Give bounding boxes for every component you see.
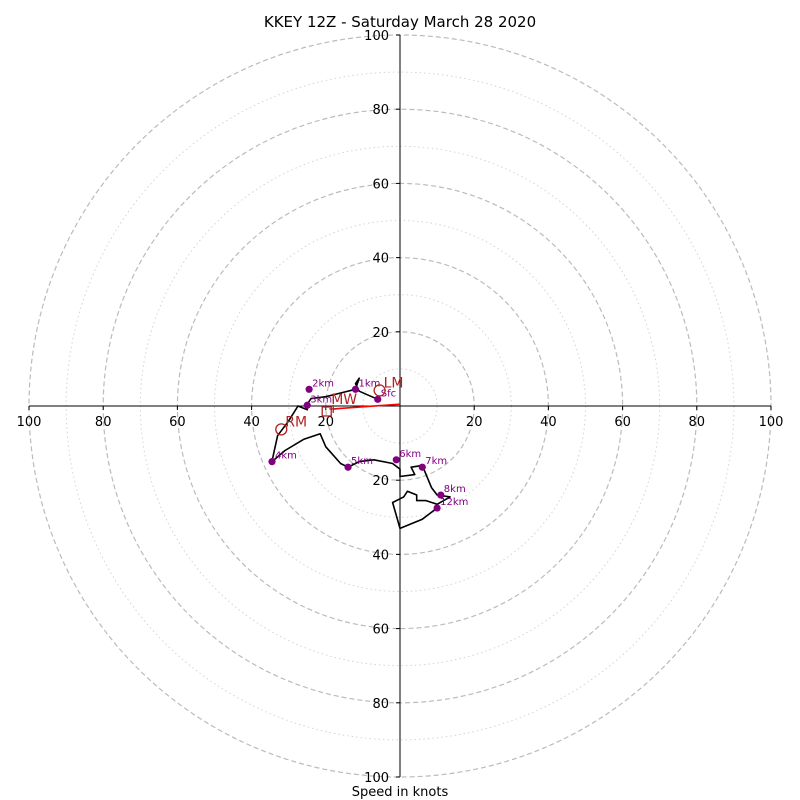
y-tick-label: 100 xyxy=(364,29,389,44)
height-marker-label: 1km xyxy=(358,378,380,389)
x-tick-label: 40 xyxy=(243,415,260,430)
hodograph-trace xyxy=(271,377,451,530)
y-tick-label: 40 xyxy=(372,548,389,563)
storm-motion-layer: RM LM MW xyxy=(275,375,404,436)
height-marker-dot xyxy=(344,463,352,471)
left-mover-label: LM xyxy=(384,375,404,391)
height-marker-dot xyxy=(351,385,360,393)
x-tick-label: 100 xyxy=(17,415,42,430)
mean-wind-label: MW xyxy=(331,392,357,408)
left-mover-marker xyxy=(373,384,386,397)
height-marker-dot xyxy=(374,395,382,403)
height-marker-dot xyxy=(437,491,445,499)
mean-wind-marker xyxy=(321,406,332,417)
height-marker-dot xyxy=(418,463,426,471)
height-marker-label: 4km xyxy=(275,451,297,462)
y-tick-label: 80 xyxy=(372,103,389,118)
right-mover-label: RM xyxy=(285,414,307,430)
height-marker-dot xyxy=(303,401,311,409)
y-tick-label: 20 xyxy=(372,326,389,341)
x-tick-label: 80 xyxy=(95,415,112,430)
height-marker-label: 12km xyxy=(440,497,468,508)
y-tick-label: 40 xyxy=(372,252,389,267)
shear-vector xyxy=(333,403,401,410)
x-tick-label: 60 xyxy=(169,415,186,430)
y-tick-label: 60 xyxy=(372,623,389,638)
x-tick-label: 100 xyxy=(759,415,784,430)
chart-title: KKEY 12Z - Saturday March 28 2020 xyxy=(264,13,536,31)
height-marker-label: 7km xyxy=(425,456,447,467)
height-marker-label: Sfc xyxy=(381,388,396,399)
y-tick-label: 100 xyxy=(364,771,389,786)
height-marker-dot xyxy=(305,385,313,393)
height-marker-label: 3km xyxy=(310,394,332,405)
height-marker-dot xyxy=(268,458,276,466)
height-marker-label: 5km xyxy=(351,456,373,467)
x-axis-label: Speed in knots xyxy=(352,785,449,800)
x-tick-label: 60 xyxy=(614,415,631,430)
y-tick-label: 20 xyxy=(372,474,389,489)
height-marker-label: 2km xyxy=(312,378,334,389)
tick-labels: 100 80 60 40 20 20 40 60 80 100 100 80 60 40 20 20 40 60 8… xyxy=(17,29,784,786)
height-marker-dot xyxy=(392,456,400,464)
x-tick-label: 20 xyxy=(318,415,335,430)
x-tick-label: 20 xyxy=(466,415,483,430)
y-tick-label: 60 xyxy=(372,177,389,192)
height-marker-label: 8km xyxy=(444,484,466,495)
right-mover-marker xyxy=(275,423,288,436)
x-tick-label: 80 xyxy=(689,415,706,430)
axes xyxy=(28,34,772,778)
y-tick-label: 80 xyxy=(372,697,389,712)
x-tick-label: 40 xyxy=(540,415,557,430)
height-marker-dot xyxy=(433,504,441,512)
height-marker-label: 6km xyxy=(399,449,421,460)
hodograph-trace-layer xyxy=(271,377,451,530)
